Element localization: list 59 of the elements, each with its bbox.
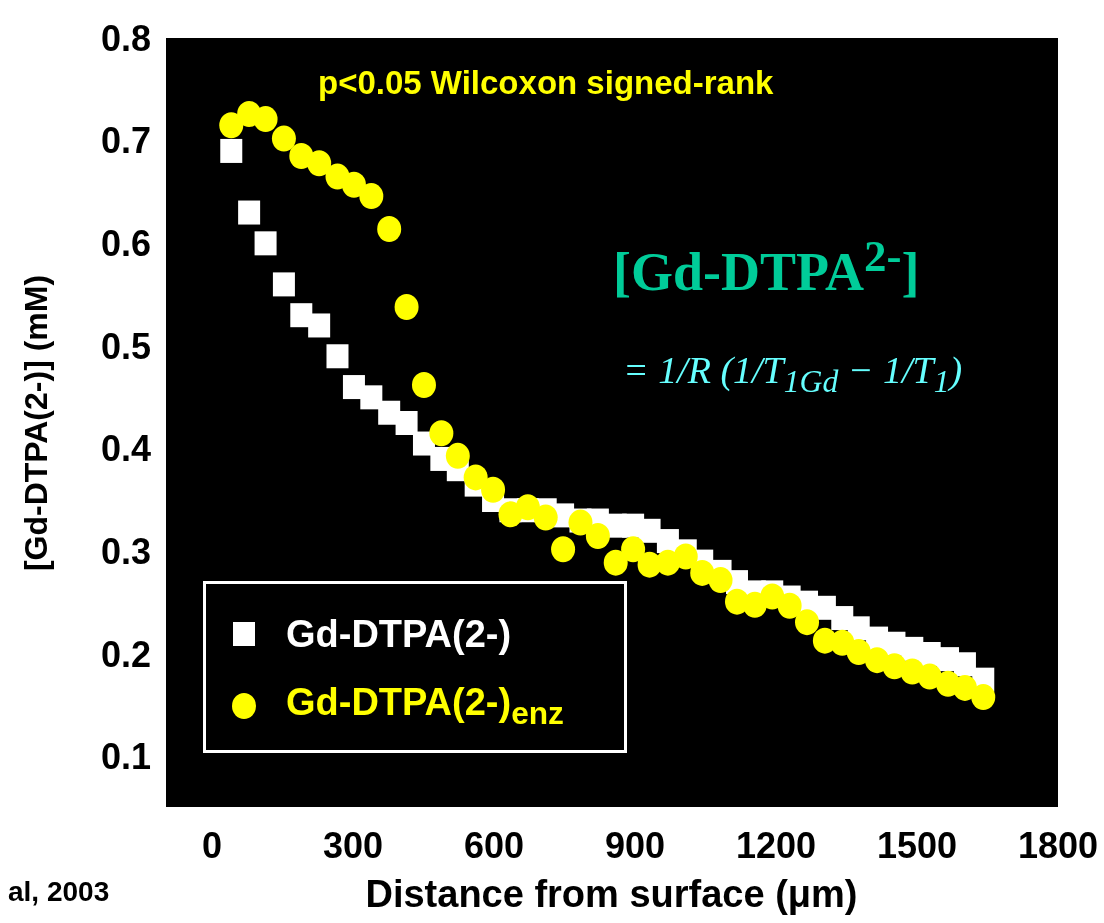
point [463,464,488,491]
text: al, 2003 [8,876,110,908]
point [219,112,244,139]
point [308,313,331,338]
point [533,504,558,531]
point [411,372,436,399]
x-tick-label: 1200 [735,824,817,866]
x-tick-label: 600 [463,824,525,866]
y-tick-label: 0.2 [100,633,151,675]
y-axis-title: [Gd-DTPA(2-)] (mM) [18,274,54,572]
point [271,125,296,152]
annotation: p<0.05 Wilcoxon signed-rank [318,64,774,102]
point [952,674,977,701]
y-tick-label: 0.3 [100,531,151,573]
point [795,609,820,636]
y-tick-label: 0.7 [100,120,151,162]
point [481,476,506,503]
point [360,385,383,410]
point [429,420,454,447]
x-tick-label: 900 [604,824,666,866]
point [585,522,610,549]
point [445,442,470,469]
point [253,106,278,133]
x-tick-label: 1800 [1017,824,1099,866]
point [359,183,384,210]
annotation: = 1/R (1/T$_{1Gd}$ − 1/T$_{1}$) [623,348,963,400]
point [515,494,540,521]
annotation: [Gd-DTPA$^{2-}$] [613,230,920,303]
point [621,536,646,563]
point [307,150,332,177]
x-tick-label: 0 [201,824,223,866]
y-tick-label: 0.4 [100,428,151,470]
point [220,138,243,163]
point [377,215,402,242]
point [254,231,277,256]
x-axis-title: Distance from surface (μm) [365,873,858,915]
y-tick-label: 0.5 [100,325,151,367]
x-tick-label: 300 [322,824,384,866]
point [238,200,261,225]
y-tick-label: 0.6 [100,223,151,265]
point [551,536,576,563]
point [953,652,976,677]
y-tick-label: 0.1 [100,736,151,778]
point [777,592,802,619]
point [394,293,419,320]
point [326,344,349,369]
point [690,559,715,586]
point [708,567,733,594]
legend-label: Gd-DTPA(2-)$_{enz}$ [286,680,564,732]
point [395,411,418,435]
point [971,684,996,711]
legend-label: Gd-DTPA(2-) [286,612,512,656]
y-tick-label: 0.8 [100,17,151,59]
point [846,638,871,665]
x-tick-label: 1500 [876,824,958,866]
point [272,272,295,297]
point [673,543,698,570]
point [341,171,366,198]
point [603,549,628,576]
